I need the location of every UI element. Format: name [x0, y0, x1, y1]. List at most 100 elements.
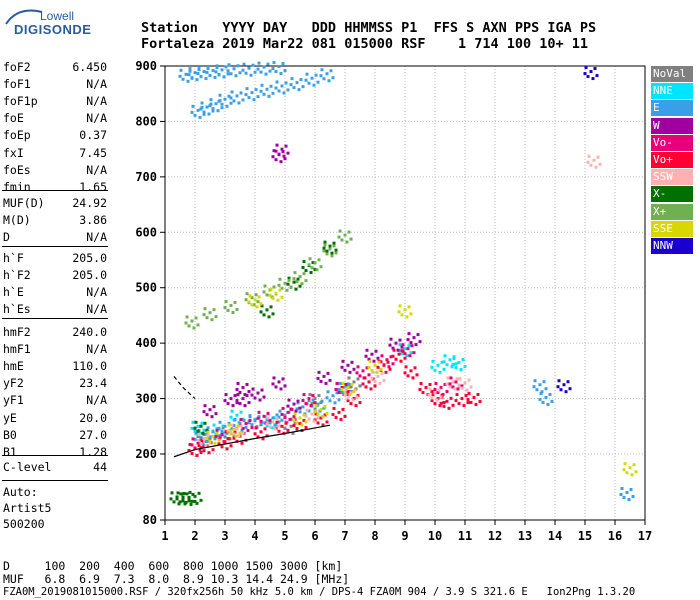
- data-point: [623, 462, 627, 466]
- data-point: [323, 243, 327, 247]
- data-point: [245, 382, 249, 386]
- data-point: [286, 282, 290, 286]
- data-point: [307, 263, 311, 267]
- data-point: [365, 348, 369, 352]
- data-point: [337, 387, 341, 391]
- data-point: [388, 367, 392, 371]
- data-point: [370, 376, 374, 380]
- data-point: [343, 368, 347, 372]
- data-point: [286, 404, 290, 408]
- data-point: [307, 399, 311, 403]
- data-point: [232, 67, 236, 71]
- data-point: [195, 453, 199, 457]
- data-point: [316, 80, 320, 84]
- data-point: [304, 426, 308, 430]
- data-point: [188, 69, 192, 73]
- data-point: [203, 404, 207, 408]
- x-tick-label: 7: [341, 529, 348, 543]
- x-tick-label: 13: [518, 529, 532, 543]
- data-point: [437, 388, 441, 392]
- data-point: [197, 432, 201, 436]
- data-point: [297, 88, 301, 92]
- logo-swoosh-icon: [5, 9, 43, 25]
- divider: [2, 190, 108, 191]
- data-point: [451, 385, 455, 389]
- data-point: [271, 91, 275, 95]
- data-point: [207, 112, 211, 116]
- data-point: [373, 384, 377, 388]
- data-point: [225, 431, 229, 435]
- data-point: [247, 389, 251, 393]
- data-point: [259, 310, 263, 314]
- data-point: [436, 363, 440, 367]
- data-point: [540, 390, 544, 394]
- data-point: [322, 374, 326, 378]
- logo-lowell-text: Lowell: [40, 9, 75, 23]
- data-point: [283, 281, 287, 285]
- data-point: [329, 69, 333, 73]
- data-point: [210, 318, 214, 322]
- data-point: [463, 381, 467, 385]
- data-point: [346, 363, 350, 367]
- data-point: [317, 394, 321, 398]
- data-point: [238, 431, 242, 435]
- data-point: [309, 404, 313, 408]
- data-point: [439, 401, 443, 405]
- data-point: [292, 277, 296, 281]
- data-point: [178, 74, 182, 78]
- x-tick-label: 3: [221, 529, 228, 543]
- data-point: [372, 359, 376, 363]
- data-point: [212, 405, 216, 409]
- data-point: [220, 445, 224, 449]
- data-point: [391, 354, 395, 358]
- data-point: [204, 77, 208, 81]
- data-point: [252, 98, 256, 102]
- data-point: [202, 112, 206, 116]
- legend-item: NNE: [651, 83, 693, 100]
- data-point: [259, 422, 263, 426]
- data-point: [546, 402, 550, 406]
- data-point: [274, 291, 278, 295]
- data-point: [196, 438, 200, 442]
- data-point: [204, 443, 208, 447]
- data-point: [194, 420, 198, 424]
- data-point: [324, 381, 328, 385]
- data-point: [269, 84, 273, 88]
- data-point: [442, 401, 446, 405]
- data-point: [237, 101, 241, 105]
- data-point: [583, 72, 587, 76]
- data-point: [632, 463, 636, 467]
- c-level-value: 44: [93, 460, 107, 474]
- data-point: [232, 434, 236, 438]
- legend-item: W: [651, 117, 693, 134]
- data-point: [202, 110, 206, 114]
- data-point: [333, 401, 337, 405]
- data-point: [201, 431, 205, 435]
- legend-item: NoVal: [651, 66, 693, 82]
- data-point: [292, 402, 296, 406]
- data-point: [401, 349, 405, 353]
- data-point: [345, 392, 349, 396]
- data-point: [589, 70, 593, 74]
- data-point: [259, 302, 263, 306]
- data-point: [281, 150, 285, 154]
- data-point: [286, 428, 290, 432]
- data-point: [220, 68, 224, 72]
- data-point: [403, 347, 407, 351]
- data-point: [190, 443, 194, 447]
- data-point: [205, 439, 209, 443]
- legend-item: X+: [651, 203, 693, 220]
- data-point: [541, 400, 545, 404]
- data-point: [230, 423, 234, 427]
- data-point: [462, 404, 466, 408]
- data-point: [403, 352, 407, 356]
- data-point: [194, 316, 198, 320]
- data-point: [232, 432, 236, 436]
- data-point: [247, 300, 251, 304]
- data-point: [344, 382, 348, 386]
- data-point: [267, 315, 271, 319]
- data-point: [207, 451, 211, 455]
- data-point: [277, 415, 281, 419]
- data-point: [387, 365, 391, 369]
- data-point: [587, 154, 591, 158]
